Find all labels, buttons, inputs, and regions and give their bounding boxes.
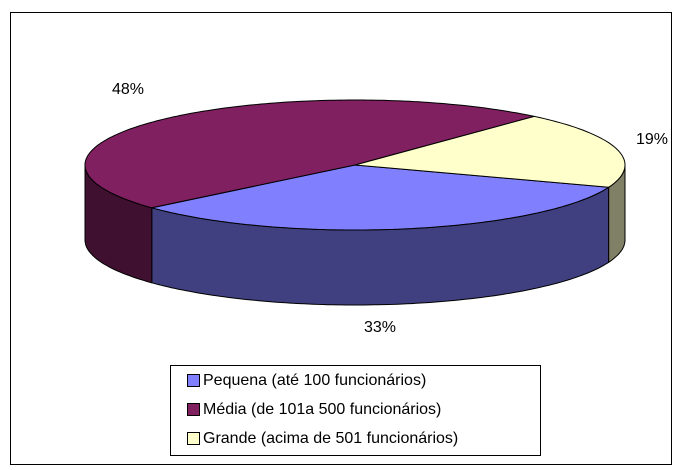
legend-box [170, 365, 541, 456]
slice [151, 164, 611, 231]
data-label: 19% [636, 131, 668, 148]
slice [354, 115, 626, 188]
legend-label: Pequena (até 100 funcionários) [203, 372, 426, 389]
legend-swatch [187, 403, 200, 416]
legend-swatch [187, 374, 200, 387]
data-label: 33% [364, 319, 396, 336]
legend-label: Média (de 101a 500 funcionários) [203, 401, 441, 418]
slice [84, 99, 535, 209]
legend-label: Grande (acima de 501 funcionários) [203, 430, 458, 447]
data-label: 48% [112, 81, 144, 98]
legend-swatch [187, 432, 200, 445]
